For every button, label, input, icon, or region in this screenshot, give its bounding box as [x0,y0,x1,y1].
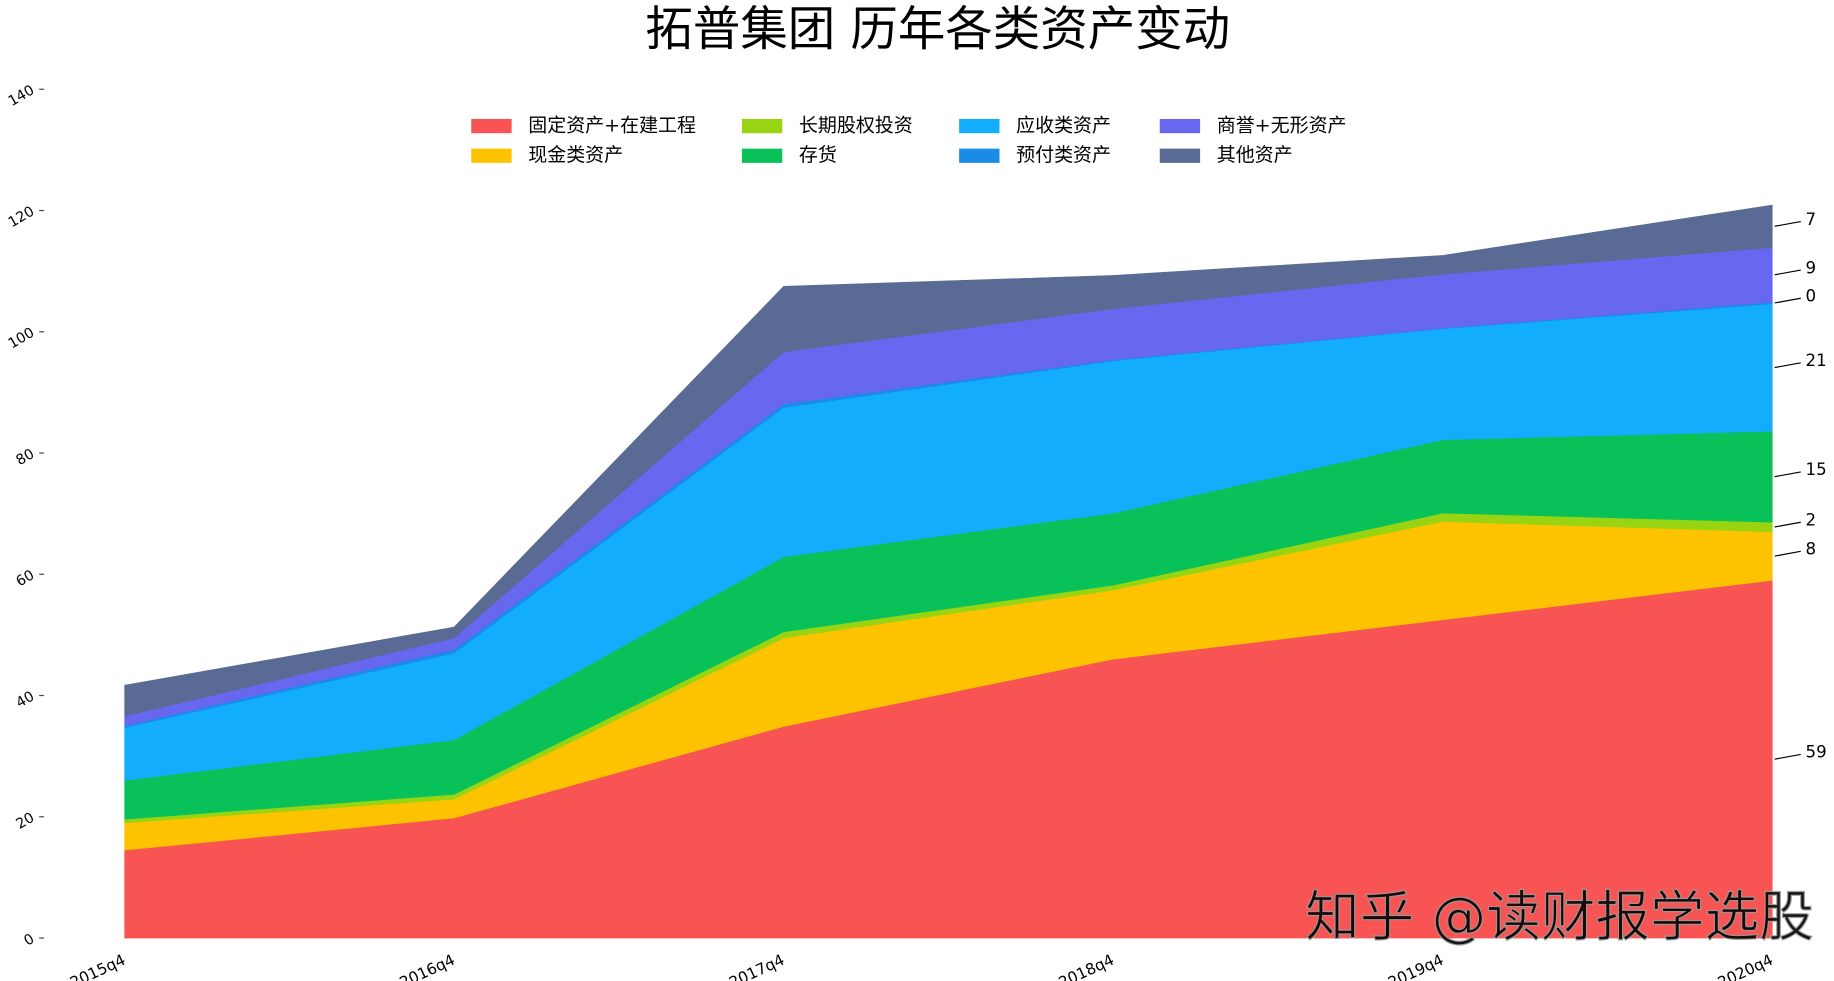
legend-swatch [471,148,512,163]
legend-swatch [1159,148,1201,163]
x-tick-label: 2018q4 [1056,951,1117,981]
legend-swatch [959,118,1000,134]
label-leader [1774,471,1801,478]
label-leader [1774,753,1801,760]
value-label: 15 [1806,460,1827,479]
legend-label: 固定资产+在建工程 [528,115,696,137]
label-leader [1774,269,1801,276]
legend-swatch [741,118,783,134]
y-tick-label: 140 [6,82,38,109]
label-leader [1774,220,1801,227]
legend-label: 长期股权投资 [799,115,913,137]
x-tick-label: 2020q4 [1715,951,1776,981]
value-label: 0 [1806,287,1817,306]
x-tick-label: 2019q4 [1385,951,1446,981]
x-tick-label: 2016q4 [397,951,458,981]
y-tick-label: 100 [6,325,38,352]
label-leader [1774,550,1801,557]
legend-swatch [741,148,783,163]
value-label: 2 [1806,511,1817,530]
legend-label: 存货 [799,144,837,166]
y-tick-label: 60 [14,567,38,590]
y-tick-label: 120 [6,204,38,231]
value-label: 21 [1806,351,1827,370]
area [124,204,1773,717]
y-tick-label: 20 [14,810,38,833]
x-tick-label: 2017q4 [726,951,787,981]
legend-label: 其他资产 [1217,144,1293,166]
x-tick-label: 2015q4 [67,951,128,981]
label-leader [1774,362,1801,369]
legend-label: 预付类资产 [1016,144,1111,166]
legend-label: 现金类资产 [528,144,623,166]
value-label: 59 [1806,743,1827,762]
legend-swatch [959,148,1000,163]
chart-title: 拓普集团 历年各类资产变动 [645,2,1230,57]
watermark: 知乎 @读财报学选股 [1305,884,1814,948]
value-label: 8 [1806,540,1817,559]
legend-swatch [1159,118,1201,134]
legend-swatch [471,118,512,134]
label-leader [1774,521,1801,528]
value-label: 7 [1806,210,1817,229]
y-tick-label: 40 [14,689,38,712]
legend-label: 商誉+无形资产 [1217,115,1347,137]
label-leader [1774,297,1801,304]
y-tick-label: 0 [21,931,37,949]
y-tick-label: 80 [14,446,38,469]
value-label: 9 [1806,258,1817,277]
legend-label: 应收类资产 [1016,115,1111,137]
